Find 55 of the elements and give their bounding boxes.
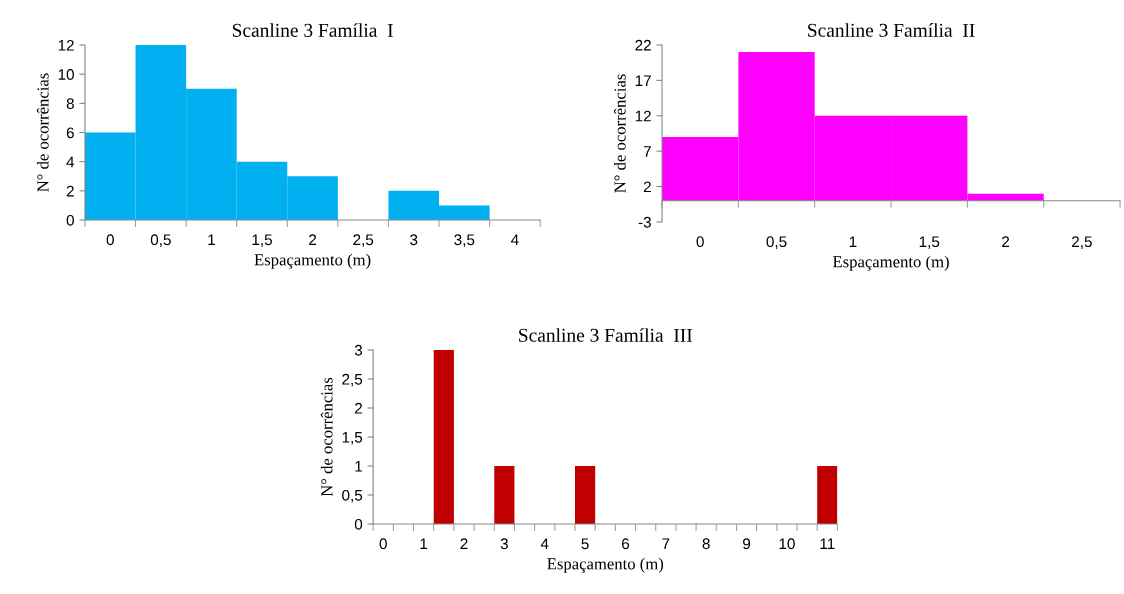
y-tick-label: 6: [66, 127, 74, 139]
x-tick-label: 4: [540, 538, 549, 549]
y-tick-label: 0: [354, 518, 363, 530]
x-tick-label: 0: [379, 538, 387, 550]
x-tick-label: 7: [662, 538, 670, 549]
x-tick-label: 3: [500, 538, 508, 550]
x-axis-title: Espaçamento (m): [254, 253, 371, 269]
y-tick-label: 2: [355, 402, 362, 414]
x-tick-label: 9: [743, 538, 751, 550]
x-tick-label: 11: [820, 538, 835, 549]
x-tick-label: 0,5: [150, 234, 171, 247]
x-tick-label: 0,5: [766, 236, 787, 249]
y-tick-label: 1,5: [342, 432, 363, 445]
y-tick-label: 2,5: [342, 373, 363, 387]
x-tick-label: 2: [460, 538, 468, 549]
chart-title: Scanline 3 Família III: [519, 328, 693, 342]
x-tick-label: 1: [849, 236, 857, 247]
y-axis-title: N° de ocorrências: [36, 73, 49, 192]
x-tick-label: 2,5: [1072, 236, 1092, 249]
x-tick-label: 3: [410, 234, 418, 246]
x-axis-title: Espaçamento (m): [832, 255, 949, 271]
y-tick-label: 22: [635, 39, 651, 51]
y-tick-label: 17: [635, 75, 651, 86]
chart-title: Scanline 3 Família I: [232, 23, 393, 37]
y-tick-label: 8: [66, 98, 74, 110]
y-tick-label: 0,5: [342, 489, 363, 503]
x-tick-label: 8: [702, 538, 710, 550]
y-tick-label: -3: [638, 216, 651, 228]
y-tick-label: 2: [66, 185, 74, 197]
y-tick-label: 2: [643, 181, 651, 193]
x-tick-label: 1,5: [919, 236, 940, 249]
x-tick-label: 3,5: [454, 234, 475, 247]
x-tick-label: 1: [420, 538, 428, 549]
x-tick-label: 1: [208, 234, 215, 245]
y-tick-label: 4: [66, 156, 75, 168]
x-tick-label: 0: [106, 234, 114, 246]
y-tick-label: 10: [58, 69, 74, 80]
x-tick-label: 10: [779, 538, 795, 550]
y-tick-label: 12: [58, 39, 74, 51]
x-axis-title: Espaçamento (m): [547, 557, 664, 573]
y-axis-title: N° de ocorrências: [613, 74, 626, 193]
y-tick-label: 12: [635, 110, 651, 122]
x-tick-label: 0: [696, 236, 704, 248]
x-tick-label: 2: [1002, 236, 1010, 247]
y-tick-label: 0: [66, 214, 74, 226]
x-tick-label: 4: [511, 234, 519, 245]
x-tick-label: 1,5: [252, 234, 272, 247]
x-tick-label: 2: [309, 234, 317, 245]
y-axis-title: N° de ocorrências: [320, 377, 333, 497]
x-tick-label: 5: [581, 538, 589, 550]
chart-title: Scanline 3 Família II: [808, 23, 975, 37]
y-tick-label: 3: [354, 344, 363, 356]
y-tick-label: 1: [355, 461, 363, 472]
y-tick-label: 7: [643, 146, 651, 157]
x-tick-label: 6: [621, 538, 630, 550]
